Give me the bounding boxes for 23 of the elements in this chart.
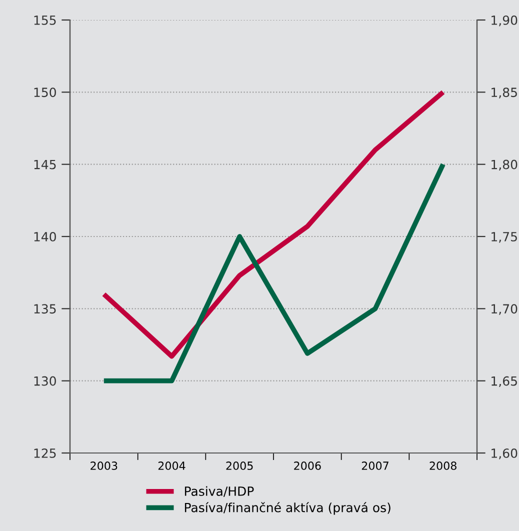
y2-tick-label: 1,80	[492, 160, 518, 171]
x-tick-label: 2003	[90, 462, 118, 470]
x-tick-label: 2005	[226, 462, 253, 470]
y2-tick-label: 1,90	[492, 15, 518, 26]
x-tick-label: 2004	[158, 462, 186, 470]
y-tick-label: 135	[34, 304, 56, 314]
y2-tick-label: 1,75	[492, 232, 517, 243]
x-tick-label: 2008	[430, 462, 456, 470]
y-tick-label: 150	[34, 88, 56, 98]
y2-tick-label: 1,60	[492, 448, 518, 460]
y-tick-label: 125	[34, 448, 56, 458]
y2-tick-label: 1,70	[492, 304, 518, 315]
y-tick-label: 130	[34, 376, 56, 386]
legend-label: Pasíva/finančné aktíva (pravá os)	[184, 502, 390, 515]
y-tick-label: 140	[34, 232, 56, 242]
x-tick-label: 2006	[294, 462, 321, 470]
y2-tick-label: 1,65	[492, 376, 517, 388]
y2-tick-label: 1,85	[492, 88, 517, 98]
y-tick-label: 155	[34, 16, 56, 25]
y-tick-label: 145	[34, 160, 56, 170]
legend-label: Pasiva/HDP	[184, 486, 254, 497]
line-series	[101, 90, 446, 359]
x-tick-label: 2007	[362, 462, 388, 470]
